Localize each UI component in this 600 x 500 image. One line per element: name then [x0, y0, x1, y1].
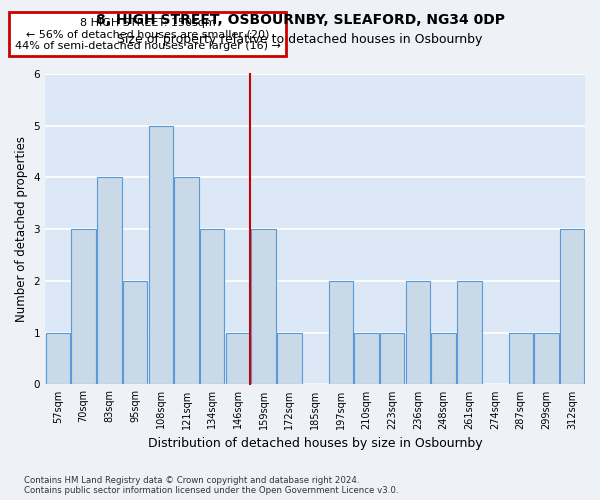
X-axis label: Distribution of detached houses by size in Osbournby: Distribution of detached houses by size …	[148, 437, 482, 450]
Bar	[71, 229, 96, 384]
Bar	[560, 229, 584, 384]
Bar	[200, 229, 224, 384]
Text: 8, HIGH STREET, OSBOURNBY, SLEAFORD, NG34 0DP: 8, HIGH STREET, OSBOURNBY, SLEAFORD, NG3…	[95, 12, 505, 26]
Bar	[46, 332, 70, 384]
Bar	[329, 281, 353, 384]
Bar	[380, 332, 404, 384]
Text: 8 HIGH STREET: 150sqm
← 56% of detached houses are smaller (20)
44% of semi-deta: 8 HIGH STREET: 150sqm ← 56% of detached …	[15, 18, 281, 50]
Bar	[149, 126, 173, 384]
Bar	[534, 332, 559, 384]
Bar	[406, 281, 430, 384]
Bar	[457, 281, 482, 384]
Bar	[277, 332, 302, 384]
Bar	[251, 229, 276, 384]
Bar	[174, 178, 199, 384]
Bar	[354, 332, 379, 384]
Text: Size of property relative to detached houses in Osbournby: Size of property relative to detached ho…	[118, 32, 482, 46]
Bar	[123, 281, 147, 384]
Bar	[509, 332, 533, 384]
Y-axis label: Number of detached properties: Number of detached properties	[15, 136, 28, 322]
Bar	[226, 332, 250, 384]
Bar	[97, 178, 122, 384]
Text: Contains HM Land Registry data © Crown copyright and database right 2024.
Contai: Contains HM Land Registry data © Crown c…	[24, 476, 398, 495]
Bar	[431, 332, 456, 384]
